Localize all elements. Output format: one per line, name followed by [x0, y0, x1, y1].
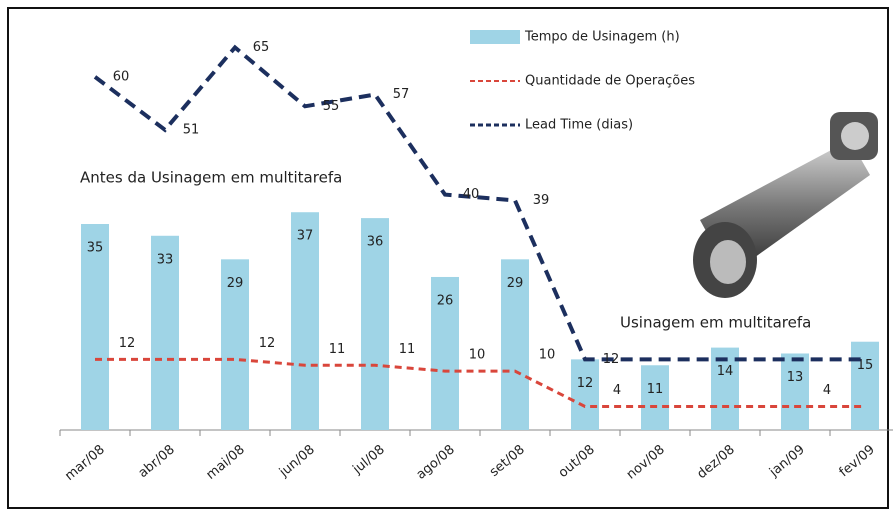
line-label: 10 — [469, 348, 486, 363]
bar — [781, 353, 809, 430]
line-label: 55 — [323, 99, 340, 114]
bar-label: 37 — [297, 229, 314, 244]
bar-label: 29 — [227, 276, 244, 291]
bar — [361, 218, 389, 430]
line-label: 12 — [259, 336, 276, 351]
part-hole — [710, 240, 746, 284]
part-hole — [841, 122, 869, 150]
chart: mar/08abr/08mai/08jun/08jul/08ago/08set/… — [0, 0, 893, 511]
bar-label: 13 — [787, 370, 804, 385]
legend-label: Quantidade de Operações — [525, 74, 695, 89]
bar-label: 33 — [157, 252, 174, 267]
line-label: 4 — [823, 383, 831, 398]
line-label: 57 — [393, 87, 410, 102]
line-label: 51 — [183, 122, 200, 137]
bar — [851, 342, 879, 430]
bar-label: 36 — [367, 235, 384, 250]
page: mar/08abr/08mai/08jun/08jul/08ago/08set/… — [0, 0, 893, 511]
line-label: 12 — [603, 352, 620, 367]
bar — [641, 365, 669, 430]
bar-label: 11 — [647, 382, 664, 397]
line-label: 4 — [613, 383, 621, 398]
line-label: 10 — [539, 348, 556, 363]
bar-label: 12 — [577, 376, 594, 391]
line-label: 12 — [119, 336, 136, 351]
legend-swatch — [470, 30, 520, 44]
line-label: 40 — [463, 187, 480, 202]
bar-label: 29 — [507, 276, 524, 291]
line-label: 65 — [253, 40, 270, 55]
annotation: Antes da Usinagem em multitarefa — [80, 169, 342, 187]
bar-label: 14 — [717, 364, 734, 379]
line-label: 11 — [399, 342, 416, 357]
line-label: 60 — [113, 69, 130, 84]
legend-label: Tempo de Usinagem (h) — [524, 30, 680, 45]
bar — [291, 212, 319, 430]
bar-label: 26 — [437, 293, 454, 308]
bar-label: 35 — [87, 241, 104, 256]
annotation: Usinagem em multitarefa — [620, 314, 811, 332]
bar — [571, 359, 599, 430]
line-label: 39 — [533, 193, 550, 208]
legend-label: Lead Time (dias) — [525, 118, 633, 133]
line-label: 11 — [329, 342, 346, 357]
